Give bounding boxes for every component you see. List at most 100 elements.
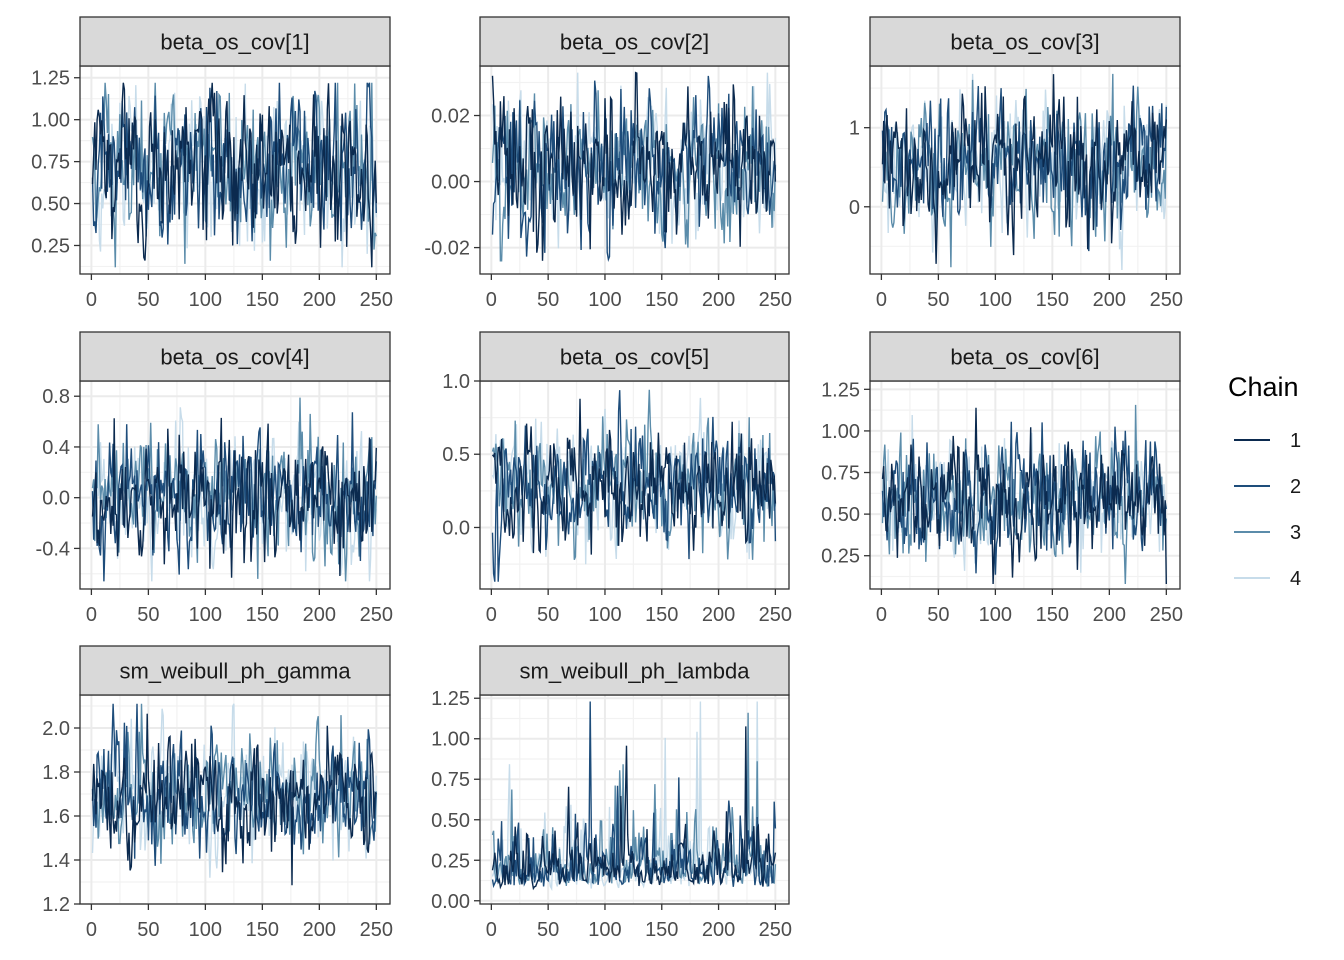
x-tick-label: 50 [927, 289, 949, 311]
y-tick-label: 1 [849, 118, 860, 140]
y-tick-label: 0.75 [31, 152, 70, 174]
x-tick-label: 200 [1093, 289, 1126, 311]
x-tick-label: 250 [1150, 289, 1183, 311]
x-tick-label: 150 [645, 919, 678, 941]
x-tick-label: 100 [979, 604, 1012, 626]
facet-strip [79, 331, 391, 382]
x-tick-label: 200 [1093, 604, 1126, 626]
x-tick-label: 0 [876, 289, 887, 311]
x-tick-label: 150 [645, 604, 678, 626]
facet-panel-4: beta_os_cov[4] 0 50 100 150 200 250 0.8 0.4 0.0 -0… [36, 331, 393, 626]
y-tick-label: 1.4 [42, 850, 70, 872]
facet-strip-label: sm_weibull_ph_lambda [520, 659, 751, 684]
trace-line-chain-1 [91, 82, 377, 268]
x-tick-label: 250 [759, 289, 792, 311]
facet-strip-label: sm_weibull_ph_gamma [119, 659, 351, 684]
x-tick-label: 0 [86, 604, 97, 626]
facet-panel-1: beta_os_cov[1] 0 50 100 150 200 250 0.25 0.50 0.7… [31, 16, 393, 311]
legend-label-chain-1: 1 [1290, 430, 1301, 452]
facet-strip-label: beta_os_cov[4] [160, 345, 309, 370]
x-tick-label: 250 [360, 919, 393, 941]
x-tick-label: 50 [137, 919, 159, 941]
x-tick-label: 200 [702, 919, 735, 941]
facet-panel-5: beta_os_cov[5] 0 50 100 150 200 250 1.0 0.5 0.0 [442, 331, 792, 626]
facet-strip [479, 16, 790, 67]
x-tick-label: 150 [246, 604, 279, 626]
x-tick-label: 200 [303, 289, 336, 311]
facet-strip-label: beta_os_cov[2] [560, 30, 709, 55]
facet-strip [479, 645, 790, 696]
facet-panel-2: beta_os_cov[2] 0 50 100 150 200 250 0.02 0.00 -0.… [424, 16, 792, 311]
facet-strip [869, 331, 1181, 382]
y-tick-label: 1.25 [31, 68, 70, 90]
x-tick-label: 100 [189, 289, 222, 311]
y-tick-label: 1.0 [442, 371, 470, 393]
facet-strip [479, 331, 790, 382]
trace-line-chain-1 [491, 71, 777, 261]
y-tick-label: -0.02 [424, 238, 470, 260]
x-tick-label: 250 [360, 604, 393, 626]
legend: Chain 1 2 3 4 [1228, 372, 1301, 590]
facet-panel-8: sm_weibull_ph_lambda 0 50 100 150 200 250 1.25 1… [431, 645, 792, 941]
y-tick-label: 1.6 [42, 806, 70, 828]
x-tick-label: 0 [486, 289, 497, 311]
x-tick-label: 0 [86, 919, 97, 941]
y-tick-label: 1.8 [42, 762, 70, 784]
y-tick-label: 1.00 [431, 729, 470, 751]
x-tick-label: 250 [759, 919, 792, 941]
x-tick-label: 100 [979, 289, 1012, 311]
x-tick-label: 150 [1036, 289, 1069, 311]
legend-label-chain-4: 4 [1290, 568, 1301, 590]
trace-line-chain-1 [491, 398, 777, 555]
y-tick-label: -0.4 [36, 538, 70, 560]
y-tick-label: 1.2 [42, 894, 70, 916]
x-tick-label: 50 [137, 289, 159, 311]
x-tick-label: 100 [588, 289, 621, 311]
facet-panel-7: sm_weibull_ph_gamma 0 50 100 150 200 250 2.0 1.8… [42, 645, 393, 941]
x-tick-label: 250 [759, 604, 792, 626]
x-tick-label: 0 [86, 289, 97, 311]
legend-title: Chain [1228, 372, 1299, 402]
trace-line-chain-1 [91, 713, 377, 886]
y-tick-label: 0.50 [31, 194, 70, 216]
legend-label-chain-3: 3 [1290, 522, 1301, 544]
facet-strip [869, 16, 1181, 67]
x-tick-label: 150 [645, 289, 678, 311]
y-tick-label: 0.25 [431, 850, 470, 872]
y-tick-label: 0.50 [431, 810, 470, 832]
facet-strip-label: beta_os_cov[3] [950, 30, 1099, 55]
x-tick-label: 150 [246, 919, 279, 941]
x-tick-label: 150 [246, 289, 279, 311]
x-tick-label: 50 [537, 919, 559, 941]
x-tick-label: 200 [303, 919, 336, 941]
x-tick-label: 50 [927, 604, 949, 626]
y-tick-label: 0.00 [431, 891, 470, 913]
facet-strip-label: beta_os_cov[6] [950, 345, 1099, 370]
x-tick-label: 0 [486, 604, 497, 626]
x-tick-label: 0 [876, 604, 887, 626]
x-tick-label: 100 [189, 604, 222, 626]
y-tick-label: 0.0 [42, 488, 70, 510]
y-tick-label: 0.50 [821, 504, 860, 526]
trace-line-chain-2 [881, 85, 1167, 252]
facet-strip [79, 645, 391, 696]
legend-label-chain-2: 2 [1290, 476, 1301, 498]
y-tick-label: 0.75 [431, 769, 470, 791]
y-tick-label: 0 [849, 197, 860, 219]
facet-strip-label: beta_os_cov[1] [160, 30, 309, 55]
x-tick-label: 50 [537, 604, 559, 626]
trace-line-chain-2 [491, 390, 777, 582]
y-tick-label: 1.25 [431, 688, 470, 710]
facet-strip-label: beta_os_cov[5] [560, 345, 709, 370]
facet-strip [79, 16, 391, 67]
x-tick-label: 200 [702, 604, 735, 626]
y-tick-label: 0.8 [42, 386, 70, 408]
y-tick-label: 1.25 [821, 379, 860, 401]
trace-line-chain-1 [91, 417, 377, 578]
y-tick-label: 0.4 [42, 437, 70, 459]
trace-line-chain-3 [491, 389, 777, 560]
y-tick-label: 0.75 [821, 463, 860, 485]
trace-line-chain-1 [881, 74, 1167, 264]
y-tick-label: 1.00 [31, 110, 70, 132]
x-tick-label: 150 [1036, 604, 1069, 626]
